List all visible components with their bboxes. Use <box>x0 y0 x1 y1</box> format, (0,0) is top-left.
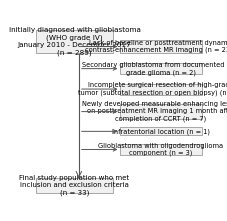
Text: Lack of baseline or posttreatment dynamic
contrast-enhancement MR imaging (n = 2: Lack of baseline or posttreatment dynami… <box>85 40 227 53</box>
Text: Initially diagnosed with glioblastoma
(WHO grade IV)
January 2010 - December 201: Initially diagnosed with glioblastoma (W… <box>8 27 140 56</box>
FancyBboxPatch shape <box>120 63 201 74</box>
FancyBboxPatch shape <box>35 178 113 193</box>
Text: Newly developed measurable enhancing lesion
on posttreatment MR imaging 1 month : Newly developed measurable enhancing les… <box>82 101 227 122</box>
Text: Infratentorial location (n = 1): Infratentorial location (n = 1) <box>111 128 209 135</box>
FancyBboxPatch shape <box>120 127 201 135</box>
FancyBboxPatch shape <box>120 104 201 119</box>
Text: Final study population who met
inclusion and exclusion criteria
(n = 33): Final study population who met inclusion… <box>19 175 129 196</box>
Text: Secondary glioblastoma from documented low-
grade glioma (n = 2): Secondary glioblastoma from documented l… <box>81 62 227 76</box>
FancyBboxPatch shape <box>120 84 201 95</box>
FancyBboxPatch shape <box>120 40 201 53</box>
FancyBboxPatch shape <box>120 144 201 155</box>
Text: Incomplete surgical resection of high-grade
tumor (subtotal resection or open bi: Incomplete surgical resection of high-gr… <box>78 82 227 96</box>
FancyBboxPatch shape <box>35 30 113 53</box>
Text: Glioblastoma with oligodendroglioma
component (n = 3): Glioblastoma with oligodendroglioma comp… <box>98 143 223 156</box>
